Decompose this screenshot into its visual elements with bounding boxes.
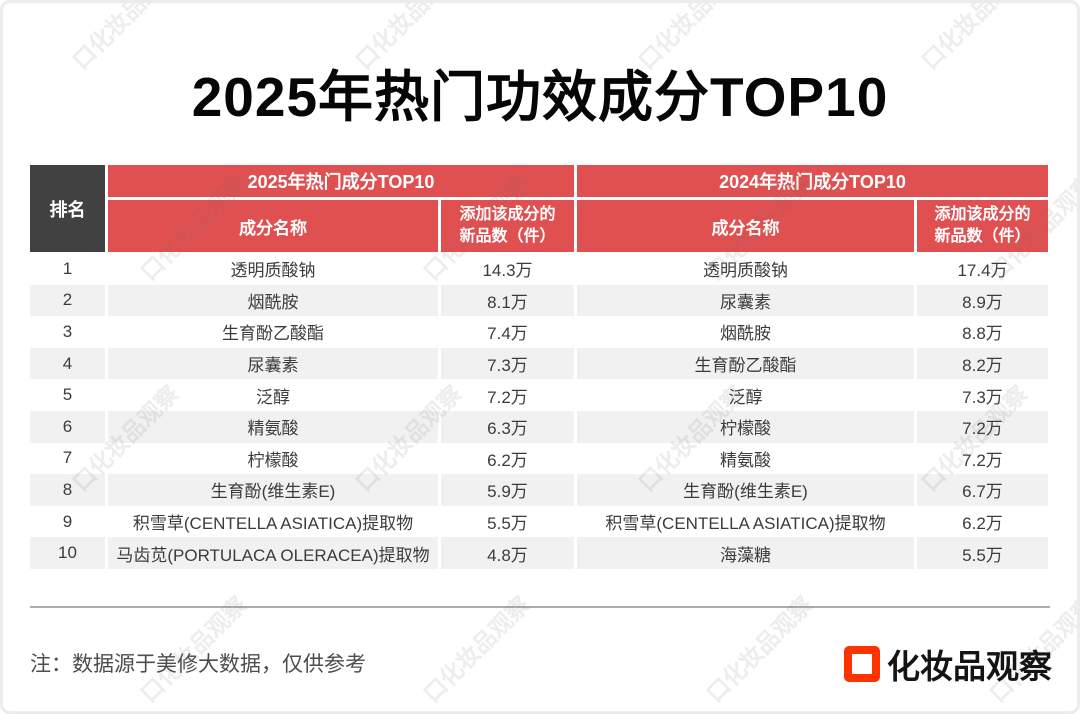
count-2024-cell: 8.2万 — [917, 347, 1048, 380]
count-2024-cell: 5.5万 — [917, 537, 1048, 569]
ingredient-2024-cell: 尿囊素 — [577, 284, 914, 317]
footer-divider — [30, 606, 1050, 608]
ingredient-2024-cell: 积雪草(CENTELLA ASIATICA)提取物 — [577, 505, 914, 538]
brand-logo: 化妆品观察 — [844, 640, 1052, 688]
ingredient-name-header-2025: 成分名称 — [108, 200, 438, 252]
page-title: 2025年热门功效成分TOP10 — [191, 66, 889, 128]
rank-header-cell: 排名 — [30, 165, 105, 252]
count-2025-cell: 7.3万 — [441, 347, 574, 380]
rank-cell: 4 — [30, 347, 105, 380]
rank-cell: 2 — [30, 284, 105, 317]
ingredient-2025-cell: 透明质酸钠 — [108, 253, 438, 285]
ingredient-2024-cell: 精氨酸 — [577, 442, 914, 475]
ingredient-2025-cell: 积雪草(CENTELLA ASIATICA)提取物 — [108, 505, 438, 538]
section-2025-header: 2025年热门成分TOP10 — [108, 165, 574, 197]
count-header-line1: 添加该成分的 — [459, 206, 556, 224]
count-2025-cell: 4.8万 — [441, 537, 574, 569]
count-2024-cell: 7.2万 — [917, 410, 1048, 443]
ingredient-2025-cell: 尿囊素 — [108, 347, 438, 380]
rank-cell: 9 — [30, 505, 105, 538]
brand-logo-text: 化妆品观察 — [887, 648, 1052, 685]
count-2025-cell: 8.1万 — [441, 284, 574, 317]
count-2025-cell: 7.4万 — [441, 316, 574, 348]
ingredient-2024-cell: 透明质酸钠 — [577, 253, 914, 285]
rank-cell: 8 — [30, 474, 105, 506]
count-2024-cell: 7.3万 — [917, 379, 1048, 411]
brand-logo-icon — [844, 646, 880, 682]
ingredient-2025-cell: 生育酚乙酸酯 — [108, 316, 438, 348]
rank-cell: 10 — [30, 537, 105, 569]
ingredient-2024-cell: 泛醇 — [577, 379, 914, 411]
ingredient-2024-cell: 生育酚乙酸酯 — [577, 347, 914, 380]
count-2025-cell: 5.5万 — [441, 505, 574, 538]
count-2024-cell: 8.9万 — [917, 284, 1048, 317]
ingredient-2024-cell: 柠檬酸 — [577, 410, 914, 443]
count-header-line2: 新品数（件） — [934, 228, 1031, 245]
ingredient-2024-cell: 烟酰胺 — [577, 316, 914, 348]
count-2024-cell: 17.4万 — [917, 253, 1048, 285]
count-2024-cell: 8.8万 — [917, 316, 1048, 348]
ingredient-2025-cell: 生育酚(维生素E) — [108, 474, 438, 506]
ingredient-name-header-2024: 成分名称 — [577, 200, 914, 252]
new-product-count-header-2024: 添加该成分的 新品数（件） — [917, 200, 1048, 252]
ingredient-2025-cell: 精氨酸 — [108, 410, 438, 443]
ingredient-2024-cell: 海藻糖 — [577, 537, 914, 569]
section-2024-header: 2024年热门成分TOP10 — [577, 165, 1048, 197]
ingredient-2025-cell: 泛醇 — [108, 379, 438, 411]
count-2024-cell: 6.2万 — [917, 505, 1048, 538]
ingredient-2024-cell: 生育酚(维生素E) — [577, 474, 914, 506]
count-header-line1: 添加该成分的 — [934, 206, 1031, 224]
ingredient-2025-cell: 烟酰胺 — [108, 284, 438, 317]
count-2024-cell: 6.7万 — [917, 474, 1048, 506]
table-body: 1 透明质酸钠 14.3万 透明质酸钠 17.4万 2 烟酰胺 8.1万 尿囊素 8.9万 3 生育酚… — [30, 253, 1050, 569]
ingredient-2025-cell: 马齿苋(PORTULACA OLERACEA)提取物 — [108, 537, 438, 569]
new-product-count-header-2025: 添加该成分的 新品数（件） — [441, 200, 574, 252]
count-2025-cell: 6.3万 — [441, 410, 574, 443]
table-header: 排名 2025年热门成分TOP10 2024年热门成分TOP10 成分名称 添加… — [30, 165, 1050, 252]
rank-cell: 7 — [30, 442, 105, 475]
count-2024-cell: 7.2万 — [917, 442, 1048, 475]
count-2025-cell: 14.3万 — [441, 253, 574, 285]
count-2025-cell: 5.9万 — [441, 474, 574, 506]
rank-cell: 5 — [30, 379, 105, 411]
rank-cell: 1 — [30, 253, 105, 285]
count-header-line2: 新品数（件） — [459, 228, 556, 245]
count-2025-cell: 7.2万 — [441, 379, 574, 411]
ingredient-2025-cell: 柠檬酸 — [108, 442, 438, 475]
source-note: 注：数据源于美修大数据，仅供参考 — [30, 653, 366, 676]
rank-cell: 6 — [30, 410, 105, 443]
count-2025-cell: 6.2万 — [441, 442, 574, 475]
rank-cell: 3 — [30, 316, 105, 348]
